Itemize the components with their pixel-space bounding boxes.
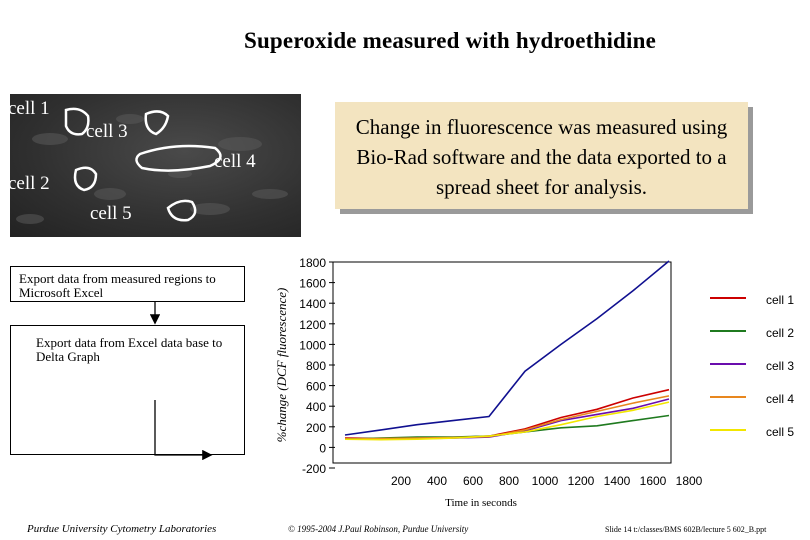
cell-1-label: cell 1 — [10, 98, 50, 119]
y-tick-label: 1800 — [299, 256, 326, 270]
cell-3-outline — [144, 110, 170, 136]
x-tick-label: 1400 — [604, 474, 631, 488]
cell-2-label: cell 2 — [10, 173, 50, 194]
cell-texture — [16, 114, 288, 224]
x-axis-label: Time in seconds — [445, 497, 517, 509]
legend: cell 1 cell 2 cell 3 cell 4 cell 5 — [710, 293, 794, 439]
legend-label-cell-4: cell 4 — [766, 392, 794, 406]
series-lines — [344, 260, 670, 441]
cell-4-outline — [135, 144, 222, 172]
series-line-cell-1 — [344, 388, 670, 440]
x-axis-ticks: 200 400 600 800 1000 1200 1400 1600 1800 — [391, 474, 703, 488]
cell-5-label: cell 5 — [90, 203, 132, 224]
series-line-blue — [344, 260, 670, 436]
x-tick-label: 1200 — [568, 474, 595, 488]
x-tick-label: 400 — [427, 474, 447, 488]
footer-lab: Purdue University Cytometry Laboratories — [27, 523, 217, 535]
y-axis-label: %change (DCF fluorescence) — [274, 288, 289, 443]
y-tick-label: 800 — [306, 359, 326, 373]
legend-label-cell-5: cell 5 — [766, 425, 794, 439]
microscope-image: cell 1 cell 3 cell 4 cell 2 cell 5 — [10, 94, 301, 237]
y-tick-label: 1200 — [299, 318, 326, 332]
y-axis-ticks: 1800 1600 1400 1200 1000 800 600 400 200 0 -200 — [299, 256, 335, 476]
y-tick-label: 400 — [306, 400, 326, 414]
cell-outlines — [16, 107, 288, 224]
x-tick-label: 1600 — [640, 474, 667, 488]
cell-3-label: cell 3 — [86, 121, 128, 142]
slide-title: Superoxide measured with hydroethidine — [243, 28, 657, 53]
legend-label-cell-1: cell 1 — [766, 293, 794, 307]
flow-step-1: Export data from measured regions to Mic… — [10, 266, 245, 302]
flow-step-2: Export data from Excel data base to Delt… — [10, 325, 245, 455]
x-tick-label: 200 — [391, 474, 411, 488]
callout-box: Change in fluorescence was measured usin… — [335, 102, 748, 209]
series-line-cell-5 — [344, 401, 670, 441]
y-tick-label: -200 — [302, 462, 326, 476]
cell-1-outline — [64, 107, 90, 136]
y-tick-label: 600 — [306, 380, 326, 394]
plot-frame — [332, 261, 672, 464]
cell-5-outline — [166, 199, 197, 222]
legend-label-cell-3: cell 3 — [766, 359, 794, 373]
flow-arrow-right — [154, 400, 213, 461]
x-tick-label: 600 — [463, 474, 483, 488]
y-tick-label: 1400 — [299, 297, 326, 311]
y-tick-label: 1600 — [299, 277, 326, 291]
cell-2-outline — [73, 166, 98, 192]
legend-label-cell-2: cell 2 — [766, 326, 794, 340]
y-tick-label: 0 — [319, 441, 326, 455]
y-tick-label: 1000 — [299, 338, 326, 352]
x-tick-label: 1800 — [676, 474, 703, 488]
x-tick-label: 800 — [499, 474, 519, 488]
y-tick-label: 200 — [306, 421, 326, 435]
footer-copyright: © 1995-2004 J.Paul Robinson, Purdue Univ… — [288, 524, 469, 534]
cell-4-label: cell 4 — [214, 151, 256, 172]
footer-slide-ref: Slide 14 t:/classes/BMS 602B/lecture 5 6… — [605, 525, 767, 534]
x-tick-label: 1000 — [532, 474, 559, 488]
